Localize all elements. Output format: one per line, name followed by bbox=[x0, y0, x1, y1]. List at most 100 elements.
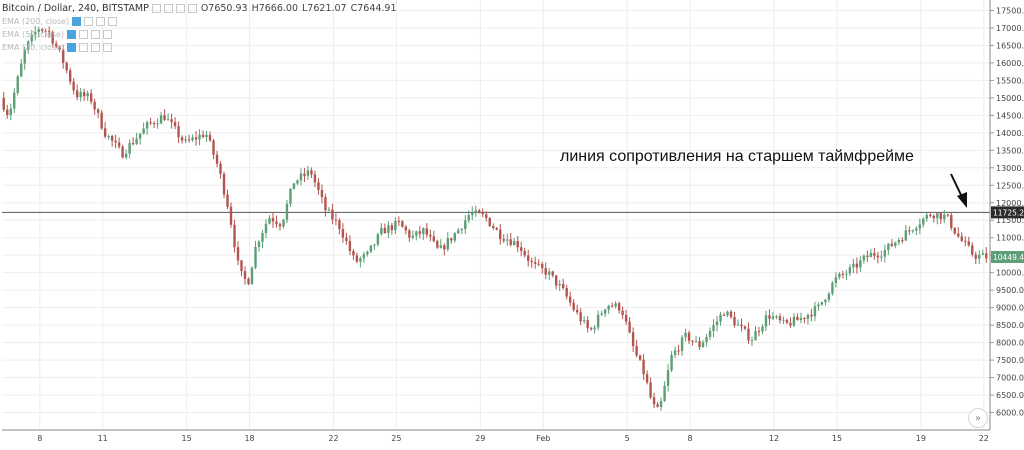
candle bbox=[635, 339, 638, 358]
y-tick-label: 10000.00 bbox=[996, 269, 1024, 278]
candle bbox=[296, 179, 299, 186]
candle bbox=[502, 234, 505, 244]
candle bbox=[894, 241, 897, 249]
candle bbox=[506, 233, 509, 246]
candle bbox=[757, 326, 761, 337]
more-icon[interactable] bbox=[108, 17, 118, 26]
candle bbox=[680, 334, 684, 356]
settings-icon[interactable] bbox=[79, 30, 89, 39]
hide-icon[interactable] bbox=[151, 4, 161, 13]
candle bbox=[275, 215, 278, 228]
candle bbox=[6, 104, 9, 119]
candle bbox=[631, 327, 635, 352]
x-tick-label: 15 bbox=[182, 434, 192, 443]
candle bbox=[509, 232, 512, 247]
indicator-row[interactable]: EMA (50, close) bbox=[2, 28, 397, 41]
candle bbox=[855, 257, 859, 274]
candle bbox=[974, 251, 977, 264]
candle bbox=[387, 221, 390, 239]
candle bbox=[37, 26, 40, 38]
low-value: L7621.07 bbox=[302, 3, 347, 14]
x-tick-label: 22 bbox=[979, 434, 989, 443]
candle bbox=[978, 250, 981, 265]
indicator-row[interactable]: EMA (200, close) bbox=[2, 15, 397, 28]
candle bbox=[229, 202, 233, 228]
scroll-to-realtime-button[interactable]: » bbox=[968, 408, 988, 428]
candle bbox=[579, 308, 582, 326]
candle bbox=[443, 243, 446, 256]
close-icon[interactable] bbox=[175, 4, 185, 13]
candle bbox=[841, 270, 845, 279]
indicator-label: EMA (20, close) bbox=[2, 43, 65, 52]
candle bbox=[810, 308, 813, 322]
y-tick-label: 8500.00 bbox=[996, 321, 1024, 330]
candle bbox=[513, 238, 516, 246]
candle bbox=[184, 135, 187, 144]
y-tick-label: 16000.00 bbox=[996, 59, 1024, 68]
candle bbox=[114, 134, 117, 149]
candle bbox=[859, 256, 862, 272]
visibility-icon[interactable] bbox=[67, 30, 77, 39]
candle bbox=[187, 134, 191, 143]
candle bbox=[51, 30, 54, 48]
visibility-icon[interactable] bbox=[67, 43, 77, 52]
candle bbox=[813, 301, 817, 321]
candle bbox=[191, 134, 194, 142]
candle bbox=[474, 205, 477, 217]
candle bbox=[299, 168, 303, 186]
settings-icon[interactable] bbox=[163, 4, 173, 13]
candle bbox=[271, 212, 275, 228]
candle bbox=[166, 113, 170, 121]
candle bbox=[565, 284, 568, 300]
candle bbox=[589, 326, 593, 331]
candle bbox=[177, 121, 180, 143]
candle bbox=[383, 223, 387, 234]
candle bbox=[593, 324, 596, 334]
settings-icon[interactable] bbox=[84, 17, 94, 26]
candle bbox=[733, 311, 736, 328]
candle bbox=[170, 113, 173, 129]
indicator-row[interactable]: EMA (20, close) bbox=[2, 41, 397, 54]
candle bbox=[656, 401, 659, 408]
candle bbox=[722, 312, 726, 316]
candle bbox=[159, 111, 163, 125]
close-icon[interactable] bbox=[91, 43, 101, 52]
candle bbox=[453, 231, 456, 243]
candle bbox=[48, 26, 51, 39]
visibility-icon[interactable] bbox=[72, 17, 82, 26]
candle bbox=[596, 310, 600, 331]
resistance-price-tag: 11725.20 bbox=[991, 206, 1024, 219]
candle bbox=[100, 109, 103, 130]
close-icon[interactable] bbox=[96, 17, 106, 26]
open-value: O7650.93 bbox=[200, 3, 248, 14]
candle bbox=[701, 339, 705, 348]
candle bbox=[41, 27, 44, 34]
candle bbox=[289, 187, 292, 207]
candle bbox=[254, 240, 257, 270]
candle bbox=[670, 351, 673, 373]
candle bbox=[394, 217, 397, 235]
candle bbox=[838, 272, 841, 280]
candle bbox=[768, 309, 771, 326]
candle bbox=[694, 335, 698, 343]
settings-icon[interactable] bbox=[79, 43, 89, 52]
candle bbox=[397, 216, 401, 227]
candle bbox=[68, 67, 72, 85]
candle bbox=[250, 266, 254, 285]
more-icon[interactable] bbox=[103, 30, 113, 39]
candle bbox=[782, 316, 785, 325]
candle bbox=[30, 29, 33, 46]
candle bbox=[817, 302, 820, 311]
candle bbox=[698, 337, 701, 350]
close-icon[interactable] bbox=[91, 30, 101, 39]
candle bbox=[54, 40, 58, 49]
more-icon[interactable] bbox=[187, 4, 197, 13]
candle bbox=[852, 258, 855, 274]
more-icon[interactable] bbox=[103, 43, 113, 52]
candle bbox=[240, 259, 243, 277]
candle bbox=[750, 336, 754, 346]
candle bbox=[481, 208, 484, 218]
